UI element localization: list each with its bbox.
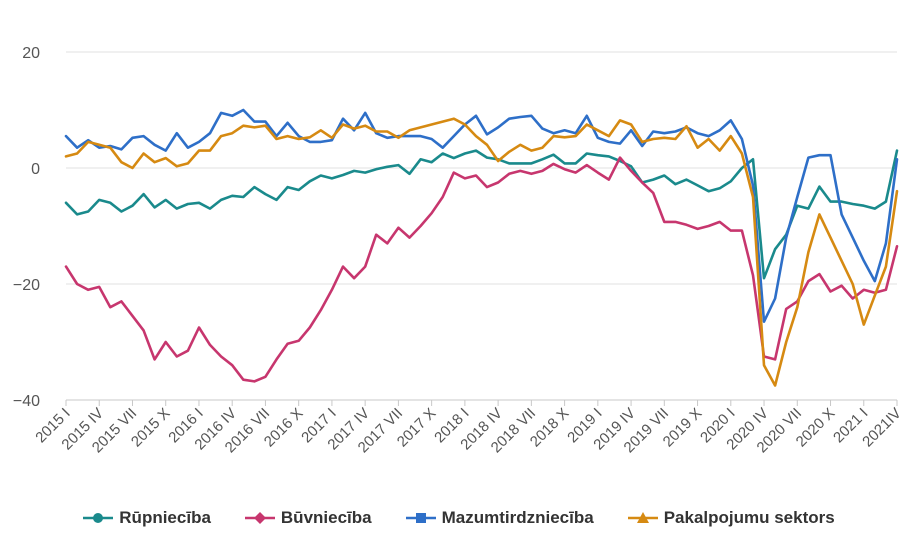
square-marker-icon — [405, 513, 436, 523]
legend-label: Būvniecība — [280, 508, 372, 527]
series-lines — [64, 108, 899, 387]
y-tick-label: −20 — [13, 277, 40, 294]
legend-item-rupnieciba[interactable]: Rūpniecība — [83, 508, 211, 528]
y-tick-label: 20 — [22, 45, 40, 62]
series-line-0 — [64, 149, 899, 280]
legend-item-mazumtirdznieciba[interactable]: Mazumtirdzniecība — [405, 508, 594, 528]
series-line-2 — [64, 108, 899, 324]
series-line-3 — [64, 117, 899, 387]
diamond-marker-icon — [244, 512, 275, 524]
legend-item-pakalpojumu-sektors[interactable]: Pakalpojumu sektors — [627, 508, 835, 528]
legend-label: Rūpniecība — [119, 508, 211, 527]
series-line-1 — [64, 156, 899, 383]
legend-label: Pakalpojumu sektors — [663, 508, 835, 527]
y-tick-label: −40 — [13, 393, 40, 410]
y-tick-label: 0 — [31, 161, 40, 178]
triangle-marker-icon — [627, 512, 658, 523]
legend-label: Mazumtirdzniecība — [441, 508, 594, 527]
legend-item-buvnieciba[interactable]: Būvniecība — [244, 508, 372, 528]
y-axis-tick-labels: 20 0 −20 −40 — [13, 45, 40, 410]
circle-marker-icon — [83, 513, 114, 523]
legend: Rūpniecība Būvniecība Mazumtirdzniecība … — [0, 508, 918, 528]
